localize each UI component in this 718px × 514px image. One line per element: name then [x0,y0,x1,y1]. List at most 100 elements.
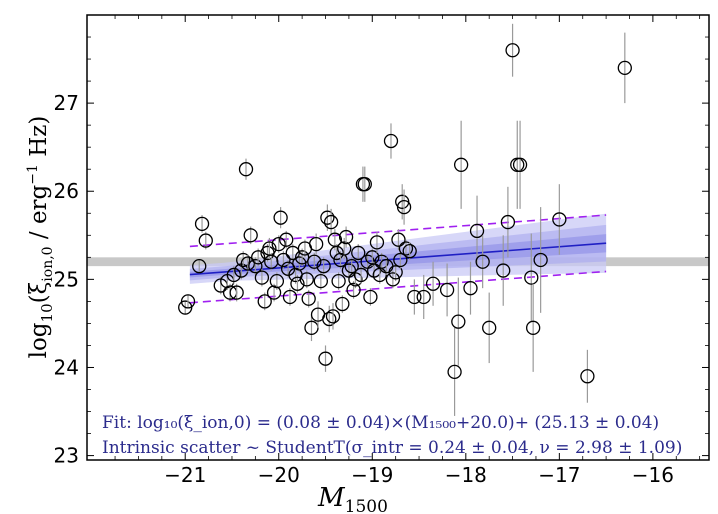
x-tick-label: −17 [538,463,580,487]
data-marker [257,294,272,309]
data-point [318,345,333,372]
y-tick-label: 25 [54,267,79,291]
data-point [385,270,401,289]
data-point [482,292,497,364]
data-marker [524,270,539,285]
data-marker [226,267,241,283]
x-tick-label: −21 [164,463,206,487]
plot-area [87,23,709,416]
data-point [533,207,548,313]
data-point [240,254,256,273]
data-marker [292,256,307,271]
data-marker [198,233,213,248]
data-marker [407,289,422,305]
data-marker [325,309,341,324]
data-point [180,294,196,309]
data-point [285,244,300,262]
fit-line [189,242,607,276]
data-marker [279,232,294,247]
y-tick-label: 23 [54,444,79,468]
data-point [512,120,528,209]
data-point [329,244,344,262]
plot-content [87,23,709,416]
data-marker [294,250,310,265]
data-marker [254,270,270,285]
data-marker [238,162,254,177]
data-marker [388,265,403,280]
data-marker [282,289,298,305]
data-point [335,295,350,313]
data-marker [337,241,352,256]
data-point [407,279,422,315]
y-tick-label: 26 [54,179,79,203]
data-point [257,292,272,311]
data-marker [533,252,548,268]
data-point [500,186,516,258]
data-point [351,244,366,262]
data-point [337,237,352,260]
data-point [398,239,414,258]
data-point [243,226,258,245]
data-point [331,272,346,290]
data-marker [439,282,455,298]
data-marker [351,245,366,261]
data-marker [290,276,305,291]
data-marker [482,320,497,335]
data-marker [396,199,412,215]
data-point [307,252,322,271]
data-marker [243,228,258,243]
data-point [475,235,490,289]
data-point [416,274,431,320]
data-marker [580,369,595,384]
data-point [463,261,478,315]
data-marker [526,320,541,335]
data-marker [447,364,462,380]
data-point [276,251,291,269]
data-marker [385,272,401,287]
data-point [396,189,412,225]
data-marker [469,223,485,239]
data-marker [240,256,256,271]
data-marker [346,282,361,298]
data-marker [192,258,207,274]
x-axis-title: M1500 [317,483,388,514]
data-point [279,230,294,249]
data-marker [331,273,346,289]
data-point [453,120,469,209]
data-point [310,301,326,328]
data-marker [269,273,285,289]
data-marker [617,60,632,76]
data-point [273,207,288,229]
data-point [316,257,331,275]
data-marker [180,294,196,309]
data-point [192,258,207,274]
data-marker [512,157,528,172]
data-marker [505,43,520,58]
data-point [505,23,520,77]
data-point [552,184,567,255]
data-point [388,263,403,282]
data-point [469,195,485,267]
data-point [510,120,525,209]
data-marker [398,241,414,256]
data-marker [363,289,378,305]
data-marker [552,212,567,227]
data-point [238,158,254,180]
data-marker [374,254,389,269]
data-point [299,270,314,289]
data-marker [299,272,314,287]
y-tick-label: 27 [54,91,79,115]
data-marker [318,351,333,366]
data-marker [178,300,193,315]
x-tick-label: −18 [445,463,487,487]
data-marker [285,245,300,261]
data-point [524,233,539,322]
data-marker [194,216,210,231]
data-point [309,233,324,255]
data-marker [383,133,399,149]
data-marker [309,236,324,252]
data-marker [500,214,516,230]
x-tick-label: −16 [632,463,674,487]
data-point [344,257,359,275]
data-marker [271,236,286,252]
